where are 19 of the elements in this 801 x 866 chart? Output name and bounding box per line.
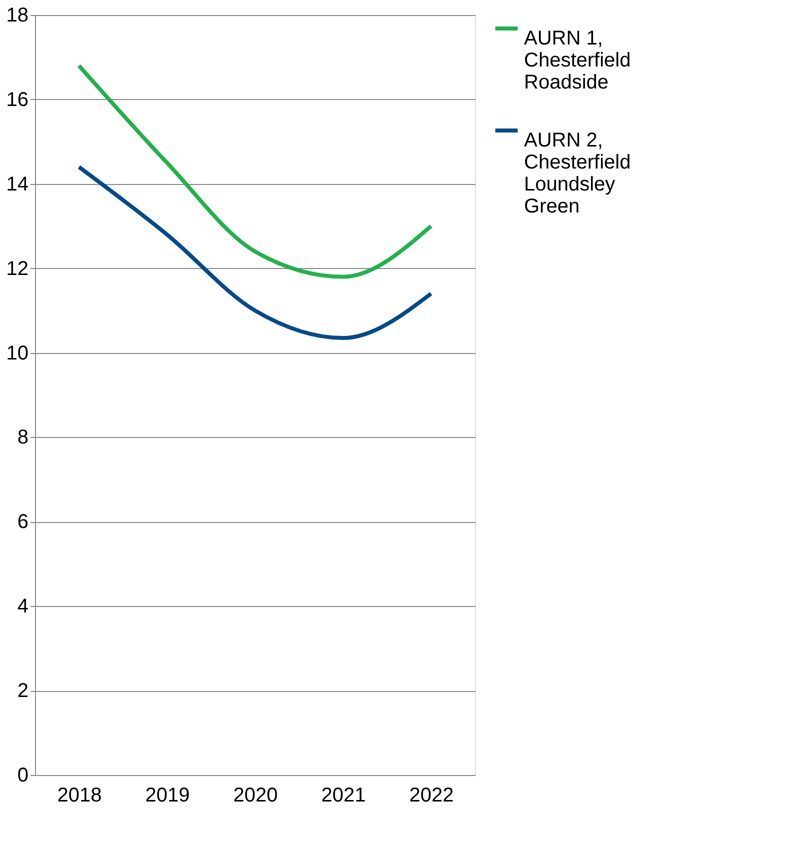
x-tick-label: 2019 — [145, 784, 190, 806]
legend-label: AURN 2, Chesterfield Loundsley Green — [524, 130, 631, 218]
y-tick-label: 8 — [17, 426, 28, 449]
legend-label: AURN 1, Chesterfield Roadside — [524, 28, 631, 94]
y-tick-label: 14 — [6, 173, 28, 196]
line-series — [77, 64, 433, 279]
y-tick-label: 4 — [17, 596, 28, 618]
x-tick-label: 2018 — [57, 784, 102, 806]
y-tick-label: 12 — [6, 258, 28, 280]
y-tick-label: 2 — [17, 680, 28, 702]
x-tick-label: 2021 — [321, 784, 366, 806]
y-tick-label: 10 — [6, 342, 28, 364]
x-tick-label: 2022 — [409, 784, 454, 806]
line-series — [77, 165, 433, 340]
y-tick-label: 16 — [6, 88, 28, 111]
x-tick-label: 2020 — [233, 784, 278, 806]
y-tick-label: 18 — [6, 4, 28, 26]
y-tick-label: 0 — [17, 764, 28, 786]
y-tick-label: 6 — [17, 511, 28, 534]
